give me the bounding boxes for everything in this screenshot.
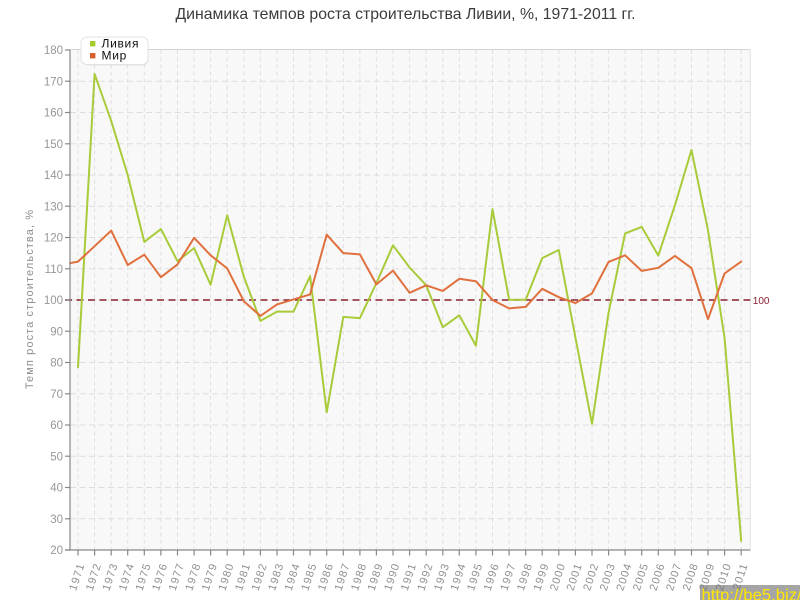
svg-text:170: 170 (44, 77, 63, 89)
svg-text:40: 40 (50, 483, 63, 495)
svg-text:60: 60 (50, 420, 63, 432)
svg-text:110: 110 (45, 264, 63, 276)
svg-text:130: 130 (44, 201, 63, 213)
svg-text:150: 150 (44, 139, 63, 151)
svg-text:Мир: Мир (102, 48, 127, 62)
svg-text:180: 180 (44, 45, 63, 57)
svg-text:70: 70 (50, 389, 63, 401)
svg-text:http://be5.biz/: http://be5.biz/ (702, 585, 800, 600)
svg-text:100: 100 (44, 295, 63, 307)
svg-text:160: 160 (44, 108, 63, 120)
svg-text:100: 100 (753, 296, 770, 307)
svg-text:Динамика темпов роста строител: Динамика темпов роста строительства Ливи… (175, 6, 635, 23)
svg-text:50: 50 (50, 451, 63, 463)
svg-text:30: 30 (50, 514, 63, 526)
svg-text:Темп роста строительства, %: Темп роста строительства, % (24, 209, 36, 389)
svg-text:90: 90 (50, 326, 63, 338)
svg-text:80: 80 (50, 358, 63, 370)
svg-text:120: 120 (44, 233, 63, 245)
svg-text:140: 140 (44, 170, 63, 182)
svg-text:20: 20 (50, 545, 63, 557)
